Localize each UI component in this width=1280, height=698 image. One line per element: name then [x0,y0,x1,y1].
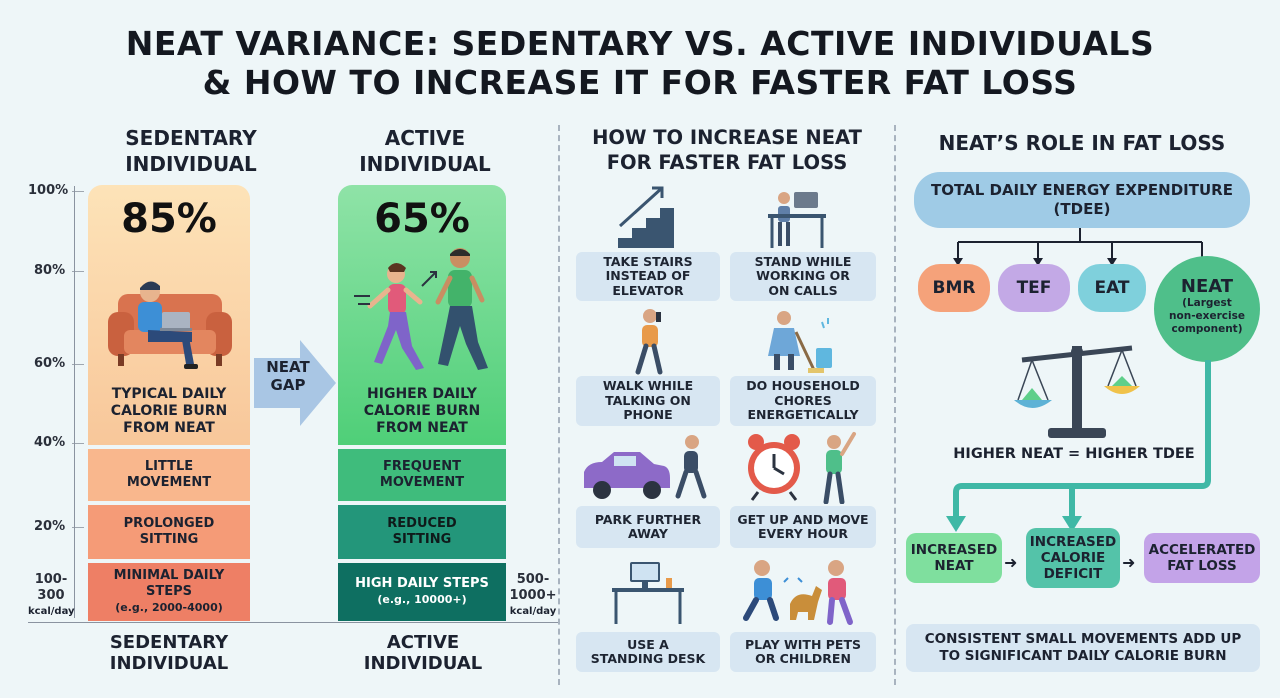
tip-park-further: PARK FURTHER AWAY [576,506,720,548]
axis-tick-label-100: 100% [28,183,69,198]
axis-tick-label-60: 60% [34,356,66,371]
bmr-pill: BMR [918,264,990,312]
sedentary-caption: TYPICAL DAILY CALORIE BURN FROM NEAT [110,386,228,436]
active-percent: 65% [374,196,470,242]
axis-tick [72,191,84,192]
sedentary-kcal-range: 100- 300 kcal/day [28,572,75,617]
balance-scale-icon [1014,345,1140,438]
axis-tick [72,443,84,444]
tip-standing-desk: USE A STANDING DESK [576,632,720,672]
scale-caption: HIGHER NEAT = HIGHER TDEE [953,446,1195,462]
tdee-connectors [953,228,1207,266]
tip-take-stairs: TAKE STAIRS INSTEAD OF ELEVATOR [576,252,720,301]
active-header: ACTIVE INDIVIDUAL [359,126,491,176]
axis-tick [72,364,84,365]
active-neat-block [338,185,506,445]
tdee-box: TOTAL DAILY ENERGY EXPENDITURE (TDEE) [914,172,1250,228]
tip-stand-while-working: STAND WHILE WORKING OR ON CALLS [730,252,876,301]
axis-tick-label-40: 40% [34,435,66,450]
car-walker-icon [584,435,707,499]
role-header: NEAT’S ROLE IN FAT LOSS [938,131,1226,155]
flow-accelerated-fat-loss: ACCELERATED FAT LOSS [1144,533,1260,583]
sedentary-header: SEDENTARY INDIVIDUAL [125,126,257,176]
tip-get-up-move: GET UP AND MOVE EVERY HOUR [730,506,876,548]
active-segment-high-steps: HIGH DAILY STEPS (e.g., 10000+) [338,563,506,621]
alarm-clock-icon [748,432,856,504]
standing-desk-worker-icon [768,192,826,248]
axis-line [74,186,75,618]
axis-tick [72,271,84,272]
sedentary-segment-little-movement: LITTLE MOVEMENT [88,449,250,501]
eat-pill: EAT [1078,264,1146,312]
tips-header: HOW TO INCREASE NEAT FOR FASTER FAT LOSS [592,126,862,174]
arrow-right-icon: ➜ [1004,553,1018,572]
neat-gap-arrow-icon [254,340,336,426]
arrow-right-icon: ➜ [1122,553,1136,572]
flow-increased-neat: INCREASED NEAT [906,533,1002,583]
axis-tick [72,527,84,528]
tip-walk-while-talking: WALK WHILE TALKING ON PHONE [576,376,720,426]
active-caption: HIGHER DAILY CALORIE BURN FROM NEAT [363,386,481,436]
active-kcal-range: 500- 1000+ kcal/day [509,572,557,617]
standing-desk-icon [612,562,684,624]
flow-increased-deficit: INCREASED CALORIE DEFICIT [1026,528,1120,588]
axis-tick-label-20: 20% [34,519,66,534]
tef-pill: TEF [998,264,1070,312]
active-segment-reduced-sitting: REDUCED SITTING [338,505,506,559]
active-footer: ACTIVE INDIVIDUAL [363,632,483,674]
pets-children-icon [743,560,853,625]
walking-people-icon [354,248,488,370]
sedentary-percent: 85% [121,196,217,242]
page-title-line-1: NEAT VARIANCE: SEDENTARY VS. ACTIVE INDI… [125,24,1155,63]
couch-sitting-person-icon [108,281,232,369]
tip-play-with-pets: PLAY WITH PETS OR CHILDREN [730,632,876,672]
tip-household-chores: DO HOUSEHOLD CHORES ENERGETICALLY [730,376,876,426]
section-divider [558,125,560,685]
role-footer-box: CONSISTENT SMALL MOVEMENTS ADD UP TO SIG… [906,624,1260,672]
axis-tick-label-80: 80% [34,263,66,278]
active-segment-frequent-movement: FREQUENT MOVEMENT [338,449,506,501]
walking-phone-icon [635,309,663,375]
sedentary-segment-prolonged-sitting: PROLONGED SITTING [88,505,250,559]
sedentary-footer: SEDENTARY INDIVIDUAL [109,632,229,674]
sedentary-segment-minimal-steps: MINIMAL DAILY STEPS (e.g., 2000-4000) [88,563,250,621]
stairs-icon [618,186,674,248]
page-title-line-2: & HOW TO INCREASE IT FOR FASTER FAT LOSS [202,63,1078,102]
neat-circle: NEAT (Largest non-exercise component) [1154,256,1260,362]
mopping-icon [768,311,832,373]
neat-gap-label: NEAT GAP [266,358,310,394]
flow-arrows [946,360,1211,532]
baseline [28,622,558,623]
section-divider [894,125,896,685]
